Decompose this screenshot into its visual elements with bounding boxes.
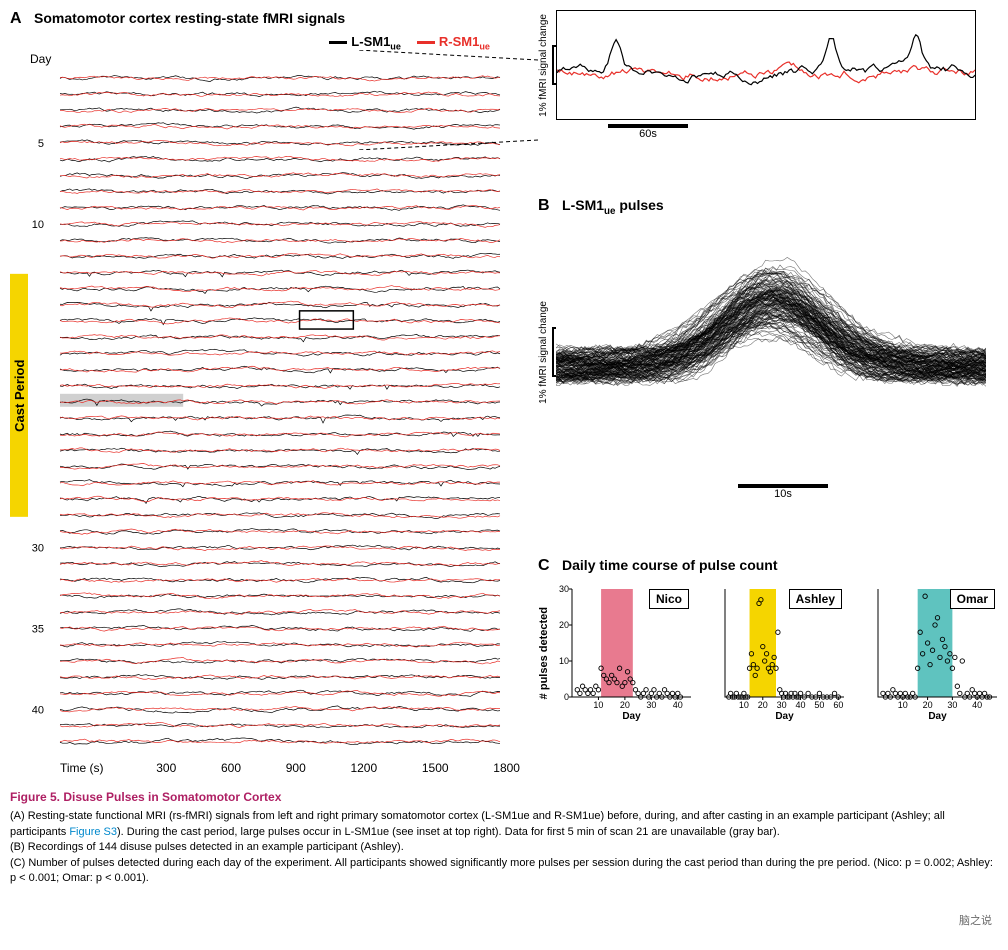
panel-a-header: A Somatomotor cortex resting-state fMRI … — [10, 10, 530, 28]
svg-text:30: 30 — [646, 700, 656, 710]
panel-a-title: Somatomotor cortex resting-state fMRI si… — [34, 10, 345, 26]
svg-text:30: 30 — [32, 542, 44, 554]
svg-text:0: 0 — [564, 692, 569, 702]
svg-text:40: 40 — [32, 704, 44, 716]
inset-traces — [556, 10, 976, 120]
legend-item-l: L-SM1ue — [329, 34, 401, 52]
panel-b-title: L-SM1ue pulses — [562, 197, 664, 213]
caption-c: (C) Number of pulses detected during eac… — [10, 856, 998, 887]
svg-text:50: 50 — [814, 700, 824, 710]
svg-text:Day: Day — [622, 711, 641, 721]
panel-inset: 1% fMRI signal change 60s — [538, 10, 1001, 189]
watermark: 脑之说 — [953, 910, 998, 930]
svg-text:20: 20 — [559, 620, 569, 630]
svg-text:10: 10 — [739, 700, 749, 710]
figure-caption: Figure 5. Disuse Pulses in Somatomotor C… — [10, 789, 998, 887]
panel-a-label: A — [10, 10, 22, 27]
svg-text:30: 30 — [559, 584, 569, 594]
panel-c: C Daily time course of pulse count # pul… — [538, 557, 1001, 775]
legend-item-r: R-SM1ue — [417, 34, 490, 52]
legend-swatch-r — [417, 41, 435, 44]
svg-text:10: 10 — [559, 656, 569, 666]
panel-c-scatters: 010203010203040DayNico102030405060DayAsh… — [550, 581, 1001, 726]
svg-text:Day: Day — [775, 711, 794, 721]
panel-a-legend: L-SM1ue R-SM1ue — [10, 34, 530, 52]
panel-b-xscale-label: 10s — [738, 488, 828, 500]
svg-text:35: 35 — [32, 623, 44, 635]
inset-xscale-label: 60s — [608, 128, 688, 140]
panel-b: B L-SM1ue pulses 1% fMRI signal change 1… — [538, 197, 1001, 549]
svg-text:40: 40 — [673, 700, 683, 710]
cast-period-label: Cast Period — [12, 359, 27, 431]
svg-text:5: 5 — [38, 137, 44, 149]
svg-text:10: 10 — [32, 218, 44, 230]
svg-text:40: 40 — [972, 700, 982, 710]
panel-b-header: B L-SM1ue pulses — [538, 197, 1001, 217]
svg-text:20: 20 — [620, 700, 630, 710]
svg-text:40: 40 — [796, 700, 806, 710]
panel-a-traces: 5 10 30 35 40 — [10, 56, 510, 756]
legend-l-label: L-SM1 — [351, 34, 390, 49]
legend-r-sub: ue — [479, 42, 490, 52]
svg-text:Day: Day — [928, 711, 947, 721]
caption-link-s3[interactable]: Figure S3 — [69, 826, 117, 838]
panel-a-xticks: Time (s)300600900120015001800 — [10, 761, 530, 775]
svg-text:20: 20 — [923, 700, 933, 710]
caption-a: (A) Resting-state functional MRI (rs-fMR… — [10, 809, 998, 840]
panel-c-header: C Daily time course of pulse count — [538, 557, 1001, 575]
svg-text:10: 10 — [898, 700, 908, 710]
panel-c-label: C — [538, 557, 550, 574]
panel-b-label: B — [538, 197, 550, 214]
svg-text:60: 60 — [833, 700, 843, 710]
legend-swatch-l — [329, 41, 347, 44]
svg-text:20: 20 — [758, 700, 768, 710]
panel-b-pulses — [556, 222, 986, 482]
panel-c-ylabel: # pulses detected — [538, 607, 550, 699]
svg-text:30: 30 — [947, 700, 957, 710]
panel-a: A Somatomotor cortex resting-state fMRI … — [10, 10, 530, 775]
panel-c-title: Daily time course of pulse count — [562, 557, 778, 573]
panel-a-ylabel: Day — [30, 52, 51, 66]
legend-l-sub: ue — [390, 42, 401, 52]
cast-period-bar: Cast Period — [10, 274, 28, 517]
inset-ylabel: 1% fMRI signal change — [538, 14, 549, 117]
legend-r-label: R-SM1 — [439, 34, 479, 49]
svg-text:30: 30 — [777, 700, 787, 710]
svg-text:10: 10 — [593, 700, 603, 710]
caption-b: (B) Recordings of 144 disuse pulses dete… — [10, 840, 998, 855]
caption-title: Figure 5. Disuse Pulses in Somatomotor C… — [10, 789, 998, 806]
panel-b-ylabel: 1% fMRI signal change — [538, 301, 549, 404]
